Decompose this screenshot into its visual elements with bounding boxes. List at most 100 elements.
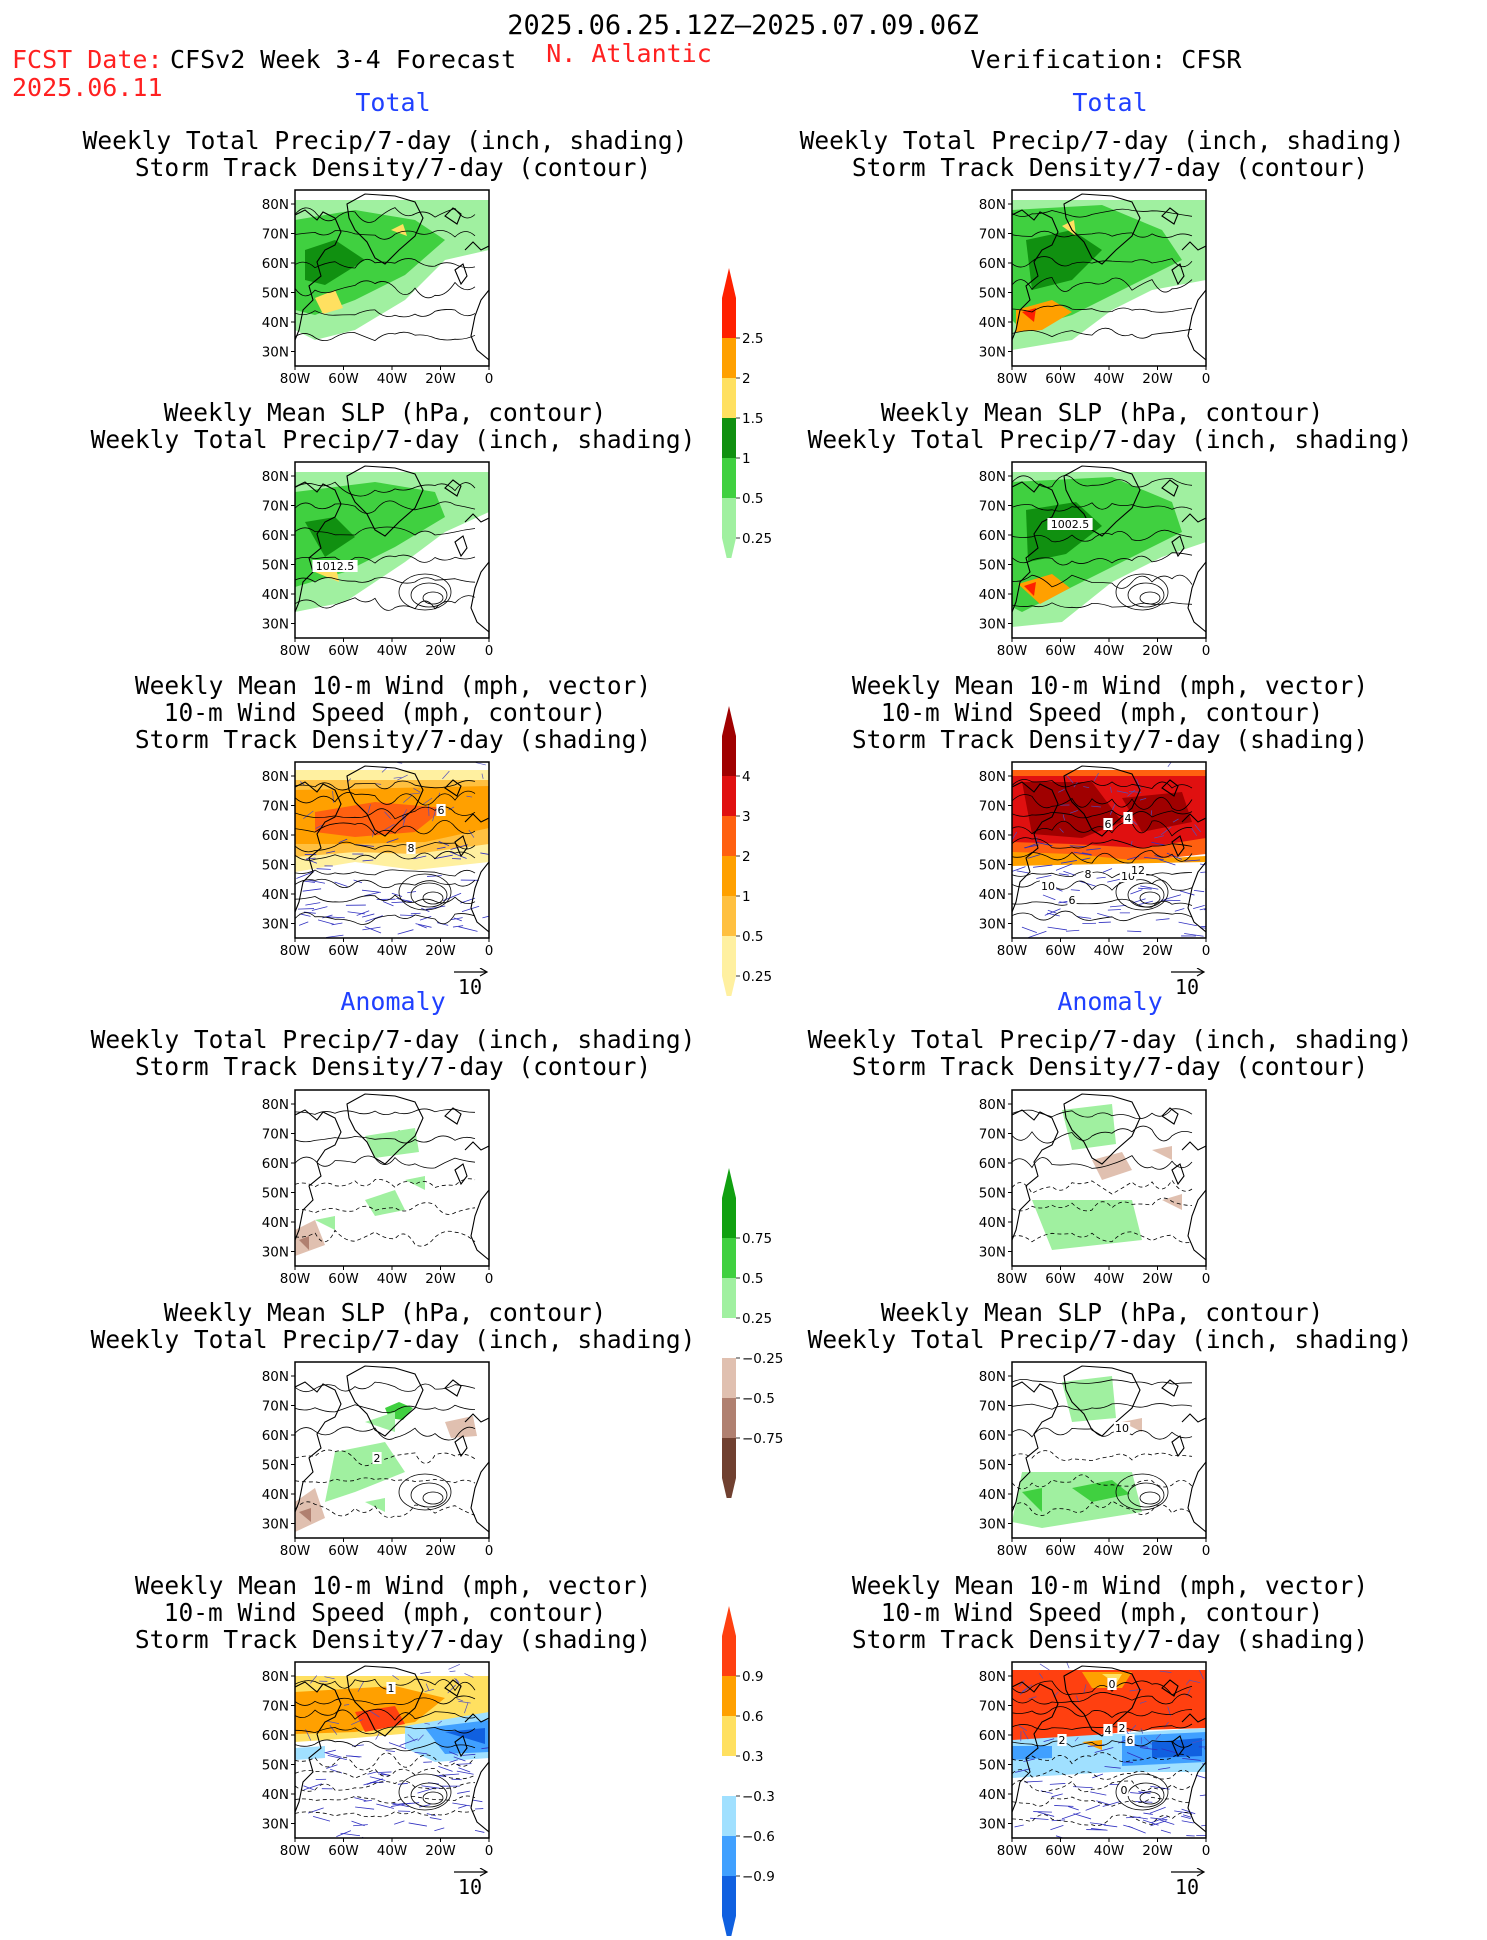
colorbar-swatch (722, 816, 736, 856)
lon-tick-label: 80W (997, 643, 1028, 659)
colorbar-tick-label: 2 (742, 371, 751, 387)
lat-tick-label: 50N (262, 286, 289, 302)
colorbar-swatch (722, 1438, 736, 1478)
wind-vector (318, 920, 334, 924)
lon-tick-label: 40W (377, 1543, 408, 1559)
lon-tick-label: 0 (485, 1843, 494, 1859)
contour-label: 4 (1125, 812, 1132, 825)
lon-tick-label: 80W (280, 643, 311, 659)
wind-vector (452, 1779, 462, 1780)
colorbar-graphic: 2.521.510.50.25 (722, 268, 792, 558)
lon-tick-label: 60W (1045, 1271, 1076, 1287)
wind-vector (298, 909, 314, 910)
colorbar-swatch (722, 736, 736, 776)
lon-tick-label: 0 (1202, 943, 1211, 959)
wind-vector (1062, 1812, 1080, 1818)
contour-label: 2 (1059, 1734, 1066, 1747)
wind-vector (1110, 905, 1126, 907)
wind-vector (1108, 909, 1121, 910)
wind-vector (1177, 754, 1182, 762)
colorbar-swatch (722, 1676, 736, 1716)
wind-vector (400, 915, 415, 916)
vector-reference-arrow: 10 (452, 1868, 492, 1912)
lat-tick-label: 70N (262, 499, 289, 515)
wind-vector (1040, 1664, 1049, 1670)
contour-label: 10 (1115, 1422, 1129, 1435)
wind-vector (1052, 1794, 1063, 1797)
wind-vector (1127, 931, 1141, 932)
colorbar-tick-label: 3 (742, 809, 751, 825)
lon-tick-label: 80W (997, 1271, 1028, 1287)
wind-vector (434, 1828, 444, 1831)
lon-tick-label: 40W (1094, 371, 1125, 387)
wind-vector (362, 890, 381, 892)
lon-tick-label: 60W (1045, 643, 1076, 659)
wind-vector (1086, 1805, 1100, 1810)
wind-vector (458, 927, 477, 932)
lon-tick-label: 80W (997, 943, 1028, 959)
title-afc-precip-1: Weekly Total Precip/7-day (inch, shading… (91, 1026, 696, 1053)
lon-tick-label: 80W (997, 1843, 1028, 1859)
colorbar-tick-label: 0.25 (742, 969, 772, 985)
contour-line (1012, 1451, 1192, 1461)
shading-region (365, 1498, 385, 1512)
lon-tick-label: 0 (485, 1543, 494, 1559)
colorbar-tick-label: −0.25 (742, 1351, 783, 1367)
wind-vector (1012, 867, 1025, 872)
wind-vector (438, 1766, 452, 1771)
wind-vector (305, 903, 320, 906)
wind-vector (475, 1830, 484, 1832)
contour-line (423, 1792, 443, 1804)
title-aob-slp-2: Weekly Total Precip/7-day (inch, shading… (808, 1326, 1413, 1353)
coastline (455, 1436, 467, 1456)
wind-vector (370, 1777, 385, 1781)
vector-reference-arrow: 10 (1169, 1868, 1209, 1912)
colorbar-tick-label: −0.9 (742, 1869, 775, 1885)
verification-title: Verification: CFSR (971, 46, 1242, 73)
shading-region (1032, 1200, 1142, 1250)
wind-vector (300, 914, 311, 917)
lat-tick-label: 40N (979, 1215, 1006, 1231)
contour-label: 8 (408, 842, 415, 855)
vector-reference-label: 10 (1175, 975, 1199, 999)
wind-vector (1041, 1791, 1053, 1794)
wind-vector (1180, 891, 1195, 895)
colorbar-tick-label: 0.3 (742, 1749, 763, 1765)
lat-tick-label: 70N (262, 1127, 289, 1143)
contour-line (423, 892, 443, 904)
lon-tick-label: 20W (1142, 643, 1173, 659)
lat-tick-label: 60N (262, 1728, 289, 1744)
contour-line (1012, 880, 1192, 891)
colorbar-swatch (722, 418, 736, 458)
lon-tick-label: 60W (328, 371, 359, 387)
lat-tick-label: 50N (262, 1458, 289, 1474)
colorbar-swatch (722, 298, 736, 338)
title-afc-precip-2: Storm Track Density/7-day (contour) (135, 1053, 651, 1080)
wind-vector (458, 1805, 466, 1808)
lat-tick-label: 80N (979, 769, 1006, 785)
lat-tick-label: 40N (979, 1487, 1006, 1503)
lat-tick-label: 40N (262, 1787, 289, 1803)
lat-tick-label: 30N (262, 1817, 289, 1833)
contour-line (295, 870, 475, 876)
fcst-date-value: 2025.06.11 (12, 74, 163, 101)
wind-vector (1104, 1825, 1117, 1827)
lon-tick-label: 0 (485, 371, 494, 387)
contour-line (423, 592, 443, 604)
wind-vector (367, 1772, 377, 1775)
lon-tick-label: 60W (328, 1843, 359, 1859)
wind-vector (353, 1825, 368, 1826)
colorbar-tick-label: 0.5 (742, 491, 763, 507)
lon-tick-label: 60W (1045, 371, 1076, 387)
wind-vector (362, 914, 374, 917)
wind-vector (1156, 919, 1170, 920)
wind-vector (1161, 1830, 1171, 1833)
colorbar-cap-bottom (722, 976, 736, 996)
title-fc-precip-2: Storm Track Density/7-day (contour) (135, 154, 651, 181)
